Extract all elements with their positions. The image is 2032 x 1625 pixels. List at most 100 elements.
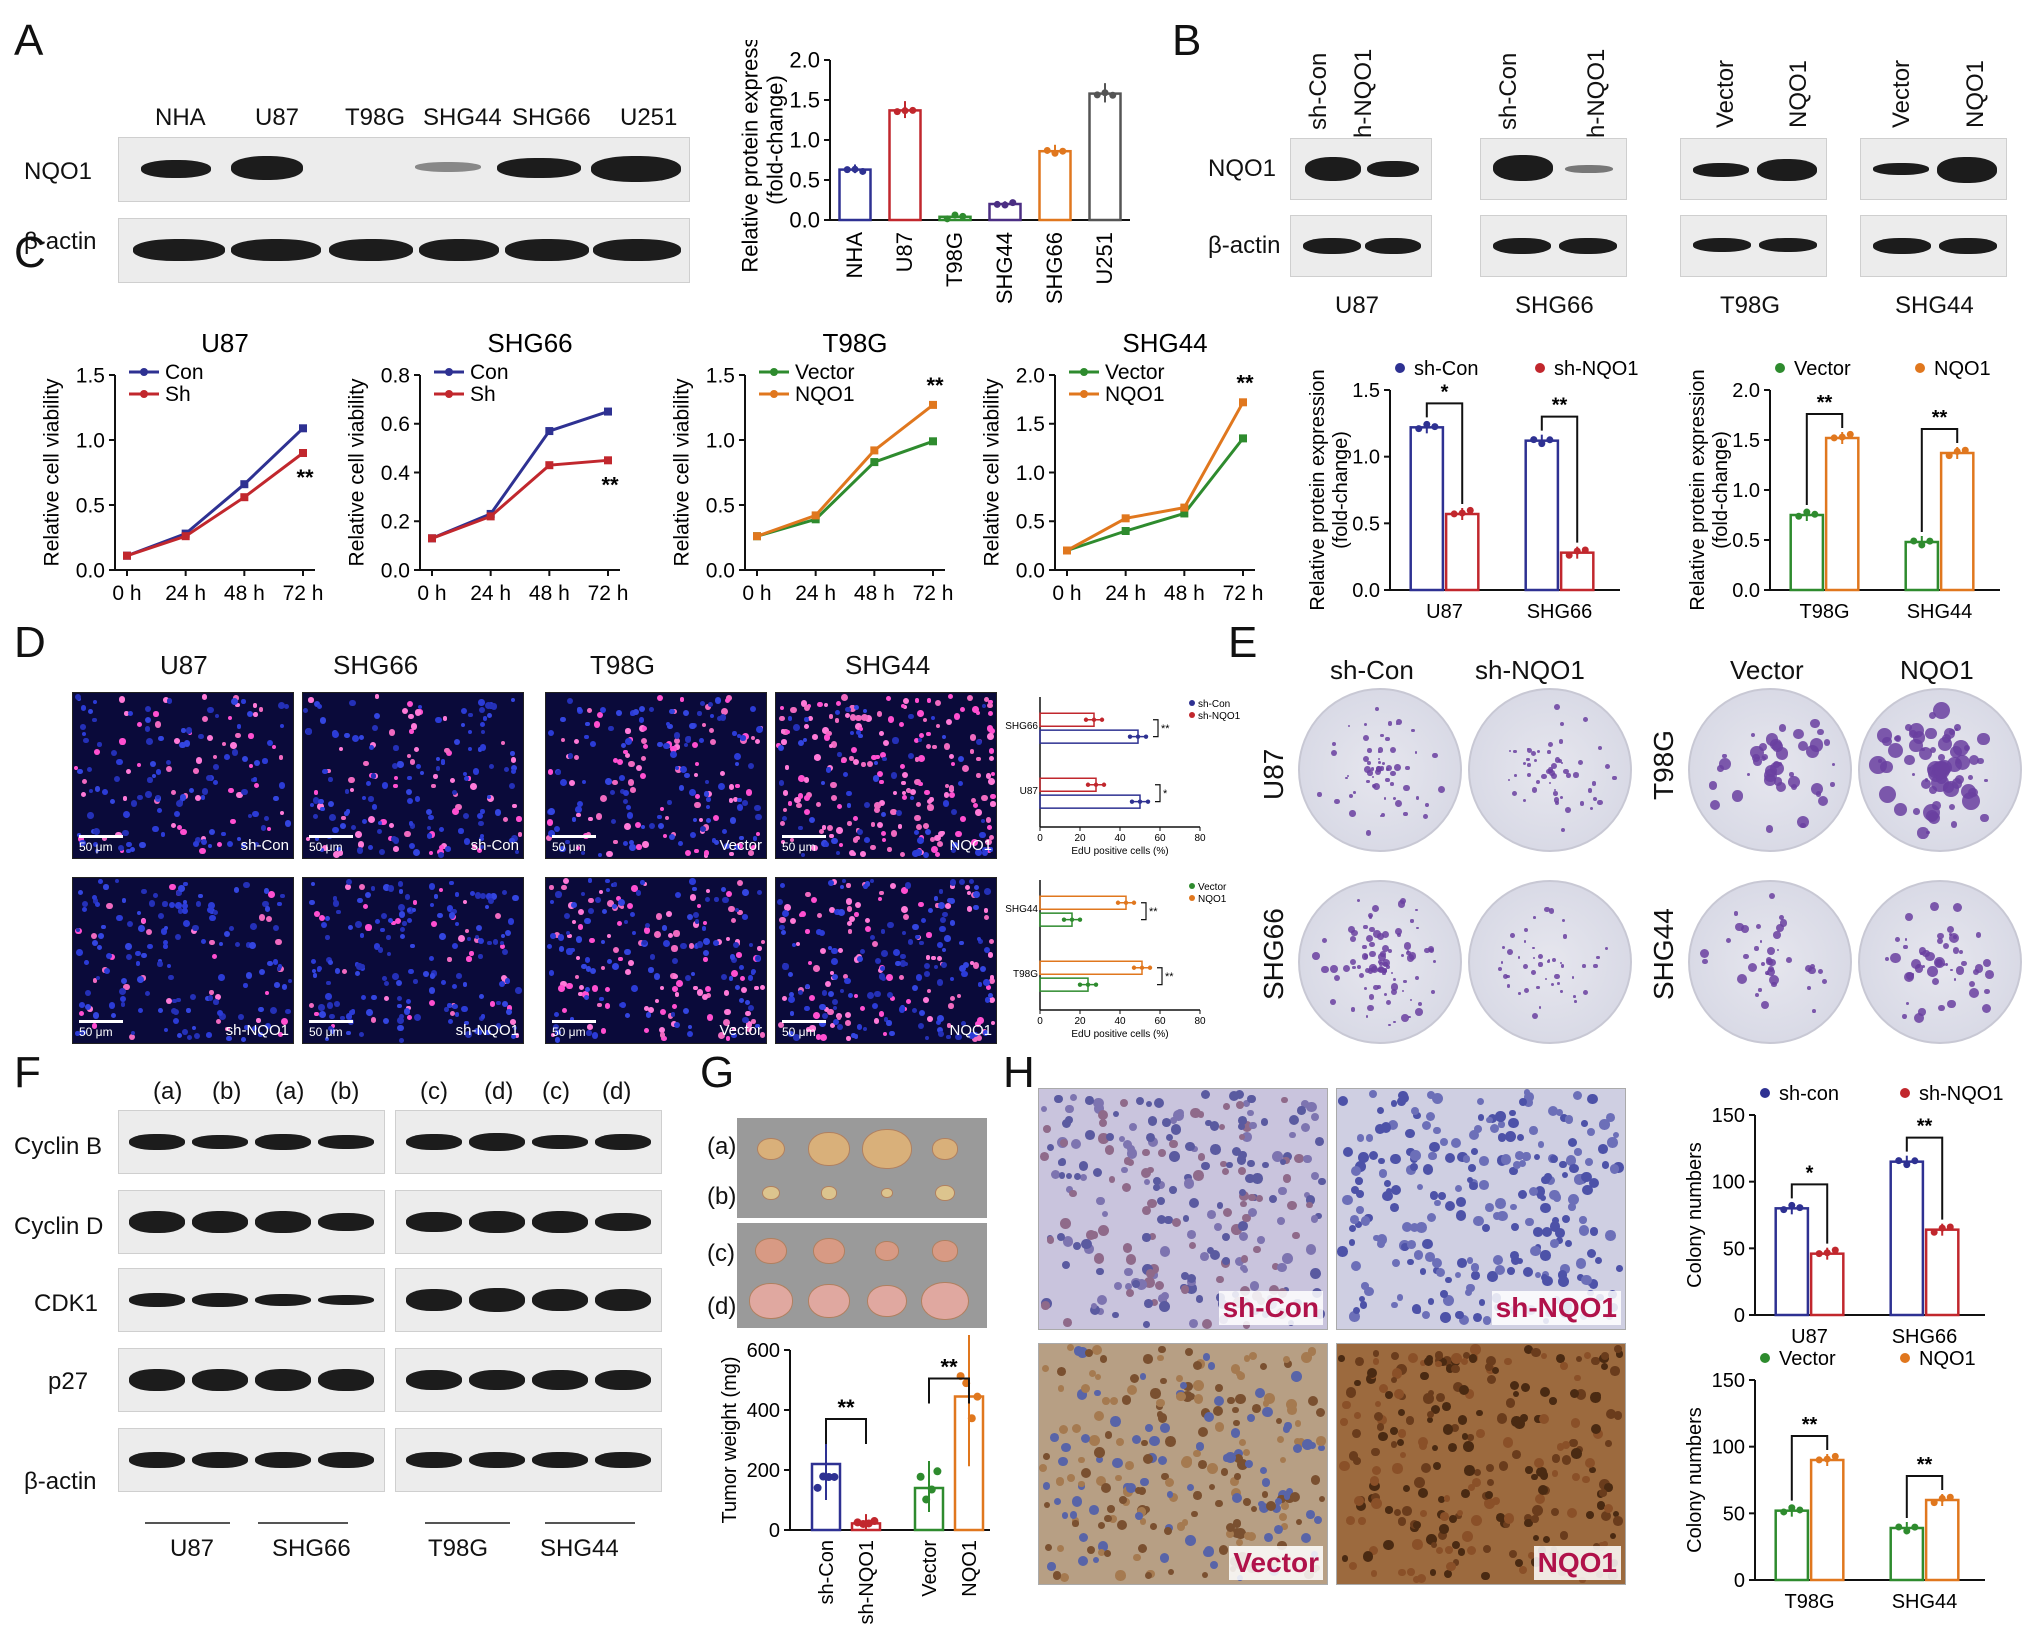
- cell-dot: [971, 706, 979, 713]
- colony: [1523, 940, 1526, 943]
- cell-dot: [1376, 1106, 1385, 1115]
- cell-dot: [1346, 1516, 1355, 1526]
- data-point: [1538, 440, 1546, 448]
- cell-dot: [972, 962, 980, 969]
- cell-dot: [1042, 1482, 1051, 1490]
- protein-band: [595, 1452, 651, 1468]
- cell-dot: [779, 924, 785, 931]
- cell-dot: [975, 809, 982, 816]
- cell-dot: [92, 1012, 100, 1019]
- x-tick-label: 72 h: [283, 582, 324, 605]
- colony: [1350, 936, 1357, 943]
- cell-dot: [936, 1027, 943, 1034]
- cell-dot: [1444, 1200, 1455, 1211]
- cell-dot: [1121, 1166, 1129, 1174]
- cell-dot: [819, 1003, 826, 1011]
- y-tick-label: 150: [1712, 1370, 1745, 1392]
- cell-dot: [846, 1036, 851, 1041]
- cell-dot: [639, 705, 646, 712]
- row-label: CDK1: [34, 1290, 99, 1317]
- bar: [1409, 426, 1445, 592]
- cell-dot: [409, 729, 414, 734]
- cell-dot: [618, 899, 626, 907]
- colony: [1750, 733, 1755, 738]
- cell-dot: [272, 958, 279, 965]
- colony: [1917, 827, 1929, 839]
- cell-dot: [734, 762, 739, 767]
- cell-dot: [348, 776, 355, 784]
- cell-dot: [1434, 1360, 1442, 1368]
- cell-dot: [1490, 1124, 1500, 1134]
- colony: [1558, 738, 1564, 744]
- cell-dot: [1549, 1397, 1557, 1405]
- cell-dot: [619, 788, 625, 794]
- cell-dot: [1209, 1143, 1221, 1155]
- colony: [1561, 762, 1564, 765]
- cell-dot: [658, 1027, 666, 1034]
- colony: [1755, 923, 1761, 929]
- cell-dot: [838, 842, 843, 848]
- cell-dot: [283, 703, 289, 709]
- cell-dot: [1189, 1241, 1197, 1249]
- cell-dot: [977, 1017, 984, 1024]
- blot-b-u87: [1290, 138, 1432, 200]
- cell-dot: [801, 853, 806, 858]
- cell-dot: [1061, 1512, 1069, 1519]
- data-point: [1926, 537, 1934, 545]
- cell-dot: [1579, 1225, 1590, 1236]
- cell-dot: [317, 967, 322, 972]
- cell-dot: [952, 842, 959, 848]
- cell-dot: [1143, 1298, 1153, 1308]
- scale-bar: 50 μm: [782, 835, 826, 854]
- cell-dot: [1210, 1250, 1221, 1261]
- cell-dot: [853, 759, 860, 766]
- cell-dot: [409, 758, 416, 765]
- cell-dot: [732, 796, 738, 802]
- cell-dot: [751, 970, 756, 975]
- colony: [1926, 830, 1930, 835]
- cell-dot: [1294, 1153, 1304, 1164]
- protein-band: [532, 1452, 588, 1468]
- cell-dot: [1368, 1546, 1378, 1556]
- colony: [1437, 785, 1445, 793]
- cell-dot: [657, 741, 663, 747]
- cell-dot: [717, 1031, 725, 1039]
- y-tick-label: 100: [1712, 1172, 1745, 1194]
- cell-dot: [216, 841, 222, 847]
- cell-dot: [696, 941, 704, 949]
- cell-dot: [969, 734, 977, 741]
- x-tick-label: SHG44: [1907, 601, 1973, 623]
- cell-dot: [1221, 1167, 1230, 1175]
- cell-dot: [262, 900, 269, 907]
- colony: [1383, 797, 1387, 800]
- significance-label: **: [1165, 971, 1174, 983]
- cell-dot: [1495, 1264, 1506, 1275]
- data-point: [1811, 510, 1819, 518]
- cell-dot: [398, 881, 404, 887]
- cell-dot: [1060, 1573, 1070, 1583]
- colony: [1953, 902, 1963, 912]
- cell-dot: [854, 723, 862, 731]
- cell-dot: [619, 775, 625, 782]
- protein-band: [595, 1289, 651, 1311]
- cell-dot: [126, 768, 132, 774]
- colony: [1560, 963, 1565, 968]
- cell-dot: [1589, 1227, 1599, 1236]
- cell-dot: [742, 800, 748, 807]
- cell-dot: [1566, 1507, 1577, 1519]
- colony: [1961, 960, 1967, 967]
- cell-dot: [625, 969, 632, 976]
- colony: [1408, 1015, 1411, 1019]
- cell-dot: [181, 728, 186, 734]
- cell-dot: [1164, 1477, 1175, 1487]
- cell-dot: [180, 828, 187, 836]
- cell-dot: [1390, 1185, 1401, 1196]
- cell-dot: [1590, 1392, 1601, 1403]
- cell-dot: [735, 984, 741, 990]
- cell-dot: [1387, 1119, 1399, 1131]
- cell-dot: [900, 886, 908, 894]
- colony: [1378, 966, 1385, 974]
- colony: [1554, 973, 1560, 979]
- cell-dot: [1281, 1096, 1288, 1104]
